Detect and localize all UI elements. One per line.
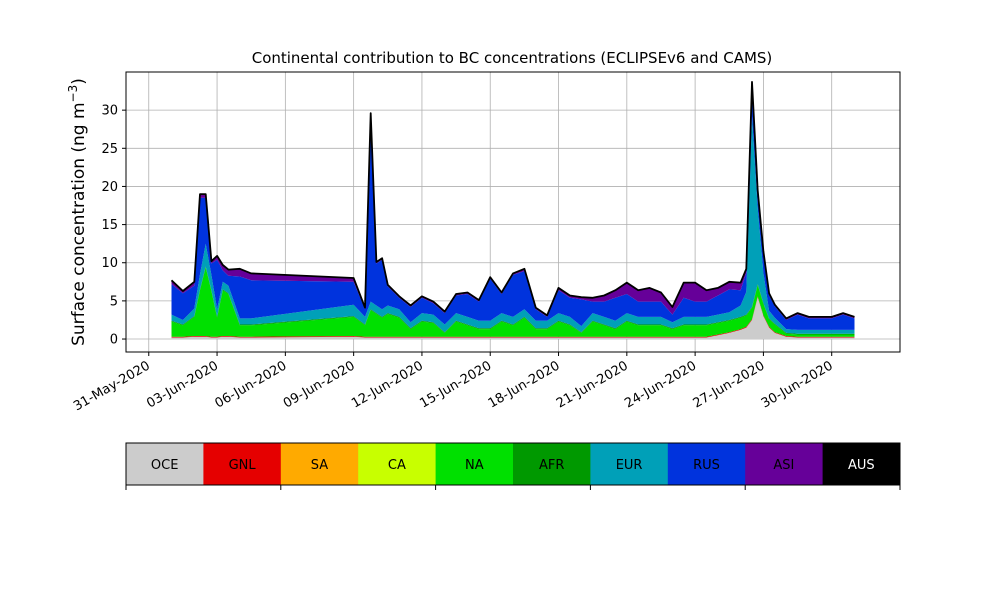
legend-swatch-asi	[745, 443, 824, 485]
legend-swatch-gnl	[203, 443, 282, 485]
legend-frame	[125, 442, 901, 486]
legend-swatch-eur	[590, 443, 669, 485]
y-tick-label: 0	[110, 333, 118, 348]
legend-swatch-afr	[513, 443, 591, 485]
y-tick-label: 15	[101, 218, 118, 233]
legend-label-gnl: GNL	[229, 458, 257, 473]
legend-swatch-na	[435, 443, 514, 485]
y-axis-label-close: )	[69, 78, 89, 85]
area-series-na	[171, 267, 855, 337]
legend-label-eur: EUR	[616, 458, 643, 473]
legend-label-rus: RUS	[693, 458, 720, 473]
stacked-areas	[171, 81, 855, 339]
legend-swatch-oce	[126, 443, 204, 485]
grid-lines	[126, 72, 900, 352]
legend-label-afr: AFR	[539, 458, 564, 473]
legend-label-aus: AUS	[848, 458, 875, 473]
legend-swatch-sa	[280, 443, 359, 485]
y-tick-label: 30	[101, 104, 118, 119]
y-tick-label: 10	[101, 256, 118, 271]
total-outline	[170, 81, 855, 320]
legend-label-oce: OCE	[151, 458, 179, 473]
y-tick-label: 25	[101, 142, 118, 157]
plot-frame	[125, 71, 901, 353]
y-axis-label-exponent: −3	[66, 85, 80, 103]
y-axis-label: Surface concentration (ng m−3)	[66, 78, 89, 346]
legend-swatch-ca	[358, 443, 437, 485]
legend-colorbar: OCE GNL SA CA NA AFR EUR RUS ASI AUS	[125, 442, 901, 490]
y-axis-label-main: Surface concentration (ng m	[69, 102, 89, 345]
legend-label-asi: ASI	[773, 458, 794, 473]
chart-title: Continental contribution to BC concentra…	[252, 49, 773, 67]
legend-swatch-rus	[667, 443, 746, 485]
y-axis-ticks: 0 5 10 15 20 25 30	[101, 104, 126, 348]
area-series-rus	[171, 85, 855, 330]
y-tick-label: 20	[101, 180, 118, 195]
area-series-afr	[171, 266, 855, 335]
y-tick-label: 5	[110, 294, 118, 309]
total-line	[170, 81, 855, 320]
legend-label-ca: CA	[388, 458, 406, 473]
legend-label-na: NA	[465, 458, 484, 473]
legend-swatch-aus	[822, 443, 901, 485]
legend-label-sa: SA	[311, 458, 328, 473]
